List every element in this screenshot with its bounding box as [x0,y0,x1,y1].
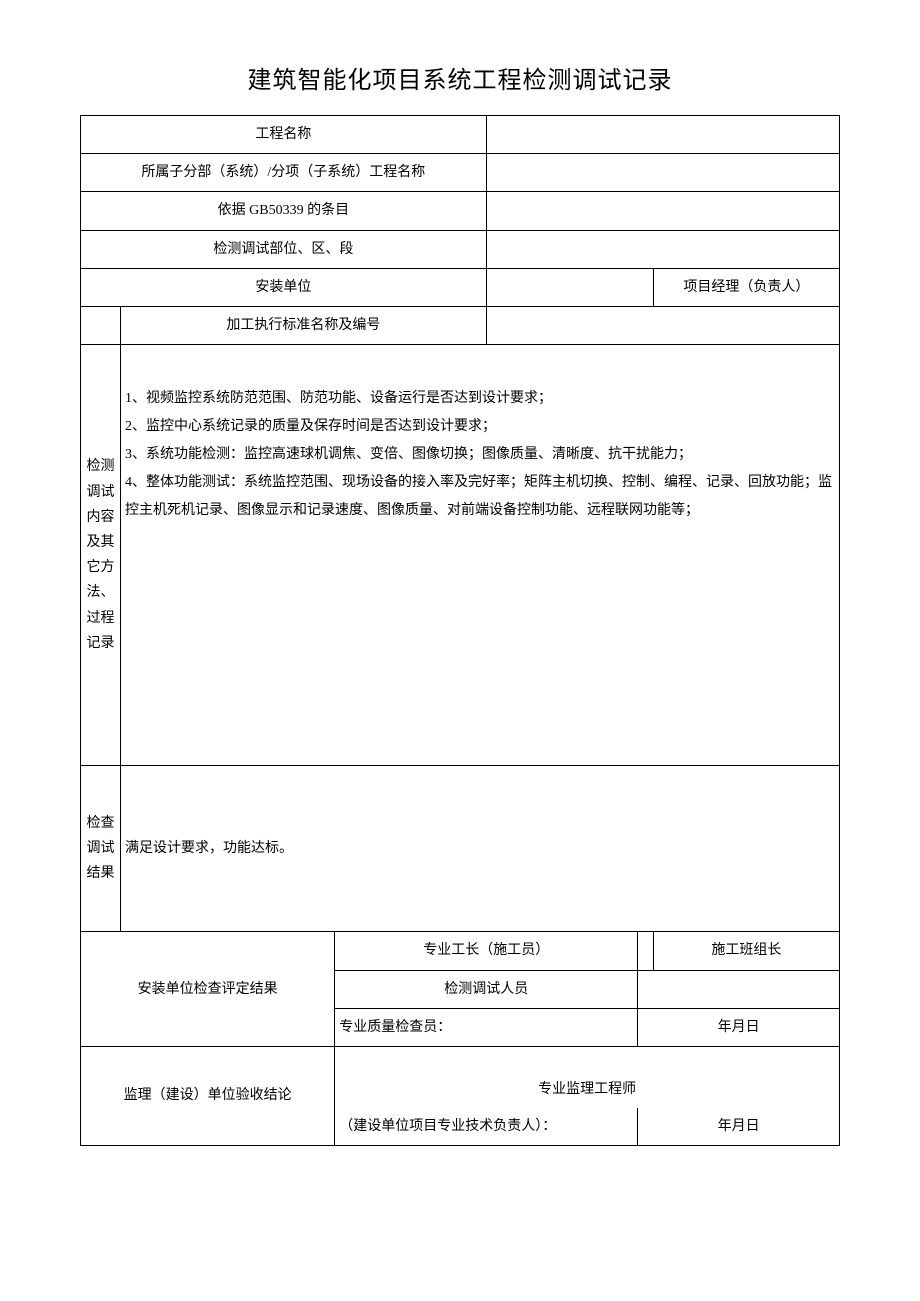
test-content-vlabel: 检测调试内容及其它方法、过程记录 [81,345,121,766]
content-line-4: 4、整体功能测试：系统监控范围、现场设备的接入率及完好率；矩阵主机切换、控制、编… [125,469,835,525]
inspection-record-table: 工程名称 所属子分部（系统）/分项（子系统）工程名称 依据 GB50339 的条… [80,115,840,1146]
project-manager-label: 项目经理（负责人） [653,268,839,306]
test-location-value [486,230,839,268]
content-line-1: 1、视频监控系统防范范围、防范功能、设备运行是否达到设计要求； [125,385,835,413]
supervision-engineer-label: 专业监理工程师 [335,1046,840,1108]
content-line-3: 3、系统功能检测：监控高速球机调焦、变倍、图像切换；图像质量、清晰度、抗干扰能力… [125,441,835,469]
foreman-value [638,932,654,970]
subsystem-value [486,154,839,192]
install-unit-label: 安装单位 [81,268,487,306]
test-personnel-label: 检测调试人员 [335,970,638,1008]
install-eval-label: 安装单位检查评定结果 [81,932,335,1047]
gb-clause-label: 依据 GB50339 的条目 [81,192,487,230]
standard-name-value [486,306,839,344]
quality-date: 年月日 [638,1008,840,1046]
test-result-vlabel: 检查调试结果 [81,766,121,932]
project-name-value [486,116,839,154]
project-name-label: 工程名称 [81,116,487,154]
vertical-spacer-1 [81,306,121,344]
foreman-label: 专业工长（施工员） [335,932,638,970]
content-line-2: 2、监控中心系统记录的质量及保存时间是否达到设计要求； [125,413,835,441]
quality-inspector-label: 专业质量检查员： [335,1008,638,1046]
supervision-date: 年月日 [638,1108,840,1146]
construction-leader-label: （建设单位项目专业技术负责人）： [335,1108,638,1146]
subsystem-label: 所属子分部（系统）/分项（子系统）工程名称 [81,154,487,192]
supervision-label: 监理（建设）单位验收结论 [81,1046,335,1145]
test-result-cell: 满足设计要求，功能达标。 [121,766,840,932]
install-unit-value [486,268,653,306]
test-location-label: 检测调试部位、区、段 [81,230,487,268]
document-title: 建筑智能化项目系统工程检测调试记录 [80,60,840,95]
test-content-cell: 1、视频监控系统防范范围、防范功能、设备运行是否达到设计要求； 2、监控中心系统… [121,345,840,766]
gb-clause-value [486,192,839,230]
test-personnel-value [638,970,840,1008]
standard-name-label: 加工执行标准名称及编号 [121,306,487,344]
team-leader-label: 施工班组长 [653,932,839,970]
